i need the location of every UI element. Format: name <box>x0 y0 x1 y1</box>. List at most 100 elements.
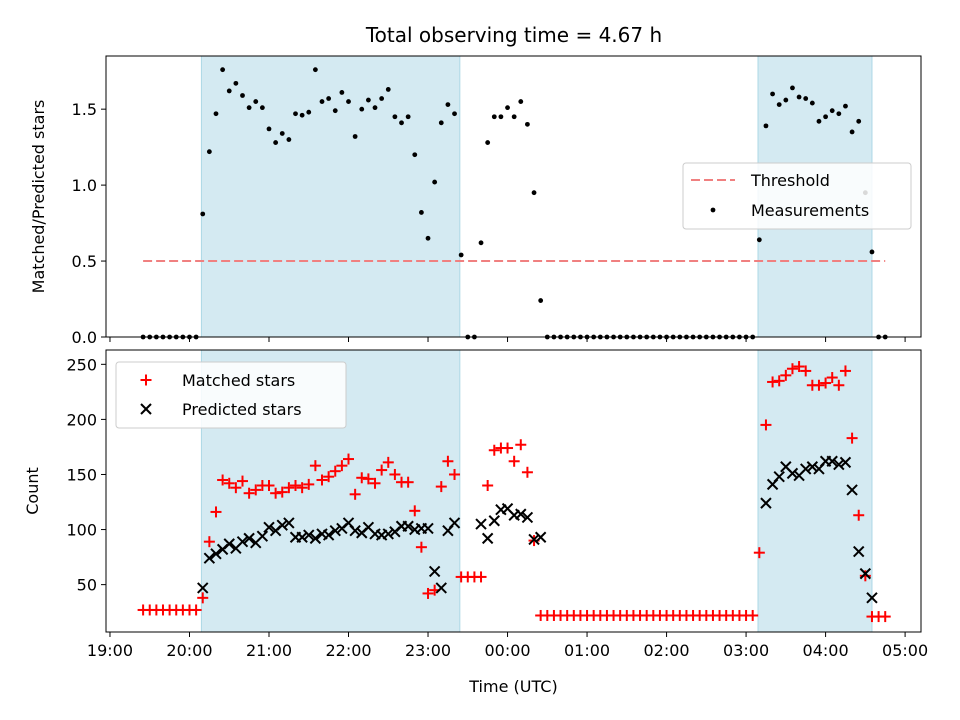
legend-measurement-swatch <box>710 207 716 213</box>
measurement-point <box>452 111 457 117</box>
measurement-point <box>326 96 332 101</box>
y-tick-label: 200 <box>66 410 97 429</box>
measurement-point <box>491 114 497 120</box>
x-tick-label: 00:00 <box>484 641 530 660</box>
matched-star-point <box>760 419 772 431</box>
measurement-point <box>412 152 418 158</box>
matched-star-point <box>820 377 832 389</box>
matched-star-point <box>409 505 421 517</box>
legend-matched-swatch <box>140 374 152 386</box>
matched-star-point <box>521 466 533 478</box>
measurement-point <box>273 140 279 145</box>
shaded-span-1 <box>200 55 461 338</box>
measurement-point <box>312 67 318 73</box>
measurement-point <box>770 91 775 97</box>
measurement-point <box>538 298 544 303</box>
x-tick-label: 23:00 <box>405 641 451 660</box>
ratio-y-axis-label: Matched/Predicted stars <box>29 100 48 294</box>
measurement-point <box>405 114 411 120</box>
legend-threshold-label: Threshold <box>750 171 830 190</box>
count-y-ticks: 50 100 150 200 250 <box>66 355 106 595</box>
measurement-point <box>213 111 219 117</box>
matched-star-point <box>488 444 500 456</box>
matched-star-point <box>442 455 454 467</box>
matched-star-point <box>422 587 434 599</box>
count-panel-frame <box>105 349 922 633</box>
measurement-point <box>525 121 530 127</box>
measurement-point <box>352 134 358 139</box>
measurement-point <box>306 109 312 115</box>
measurement-point <box>399 120 404 126</box>
measurement-point <box>385 87 391 92</box>
predicted-star-point <box>402 520 414 532</box>
matched-star-point <box>316 474 328 486</box>
matched-star-point <box>290 479 302 491</box>
count-panel: 50 100 150 200 250 19:00 20:00 21:00 22:00 23:00… <box>23 349 928 696</box>
predicted-star-point <box>210 548 222 560</box>
matched-star-point <box>303 478 315 490</box>
matched-star-point <box>773 375 785 387</box>
predicted-star-point <box>866 592 878 604</box>
predicted-star-point <box>481 532 494 545</box>
measurement-point <box>279 131 285 136</box>
y-tick-label: 50 <box>77 576 97 595</box>
measurement-point <box>226 88 232 94</box>
matched-star-point <box>502 442 514 454</box>
measurement-point <box>518 99 524 104</box>
x-tick-label: 19:00 <box>87 641 133 660</box>
matched-star-point <box>475 571 487 583</box>
matched-star-point <box>369 477 381 489</box>
chart-title: Total observing time = 4.67 h <box>365 23 662 47</box>
measurement-point <box>392 114 398 120</box>
x-tick-label: 04:00 <box>803 641 849 660</box>
measurement-point <box>253 99 259 104</box>
y-tick-label: 0.5 <box>72 252 97 271</box>
matched-star-point <box>349 488 361 500</box>
measurement-point <box>458 252 464 258</box>
y-tick-label: 150 <box>66 465 97 484</box>
matched-star-point <box>846 432 858 444</box>
predicted-star-point <box>329 524 341 537</box>
matched-star-point <box>230 482 242 494</box>
measurement-point <box>816 118 822 124</box>
predicted-star-point <box>534 531 547 543</box>
matched-star-point <box>362 473 374 485</box>
measurement-point <box>339 90 345 95</box>
measurement-point <box>365 97 371 103</box>
measurement-point <box>240 93 245 98</box>
legend-matched-label: Matched stars <box>182 371 295 390</box>
predicted-star-point <box>223 538 235 550</box>
legend-predicted-label: Predicted stars <box>182 400 302 419</box>
measurement-point <box>783 97 789 103</box>
predicted-star-point <box>760 497 772 509</box>
measurement-point <box>379 96 385 101</box>
predicted-star-point <box>276 519 288 531</box>
x-axis-label: Time (UTC) <box>468 677 557 696</box>
matched-star-point <box>833 379 845 391</box>
measurement-point <box>425 235 431 241</box>
matched-star-point <box>859 570 871 582</box>
measurement-point <box>266 126 272 132</box>
measurement-point <box>319 99 325 104</box>
matched-star-point <box>415 541 427 553</box>
measurement-point <box>346 99 351 104</box>
predicted-star-point <box>839 456 852 469</box>
predicted-star-point <box>488 515 500 527</box>
predicted-star-point <box>197 582 209 594</box>
ratio-panel-frame <box>105 55 922 338</box>
predicted-star-point <box>846 484 858 496</box>
measurement-point <box>286 137 292 142</box>
predicted-star-point <box>296 531 308 543</box>
y-tick-label: 0.0 <box>72 328 97 347</box>
predicted-star-point <box>309 532 322 545</box>
predicted-star-point <box>773 470 785 483</box>
matched-star-point <box>236 475 248 487</box>
measurement-point <box>299 112 305 118</box>
predicted-star-point <box>243 532 255 545</box>
predicted-star-point <box>448 517 461 529</box>
predicted-star-point <box>435 582 447 594</box>
predicted-star-point <box>833 458 845 471</box>
measurement-point <box>233 80 239 86</box>
matched-star-point <box>780 369 792 381</box>
matched-star-point <box>853 509 865 521</box>
